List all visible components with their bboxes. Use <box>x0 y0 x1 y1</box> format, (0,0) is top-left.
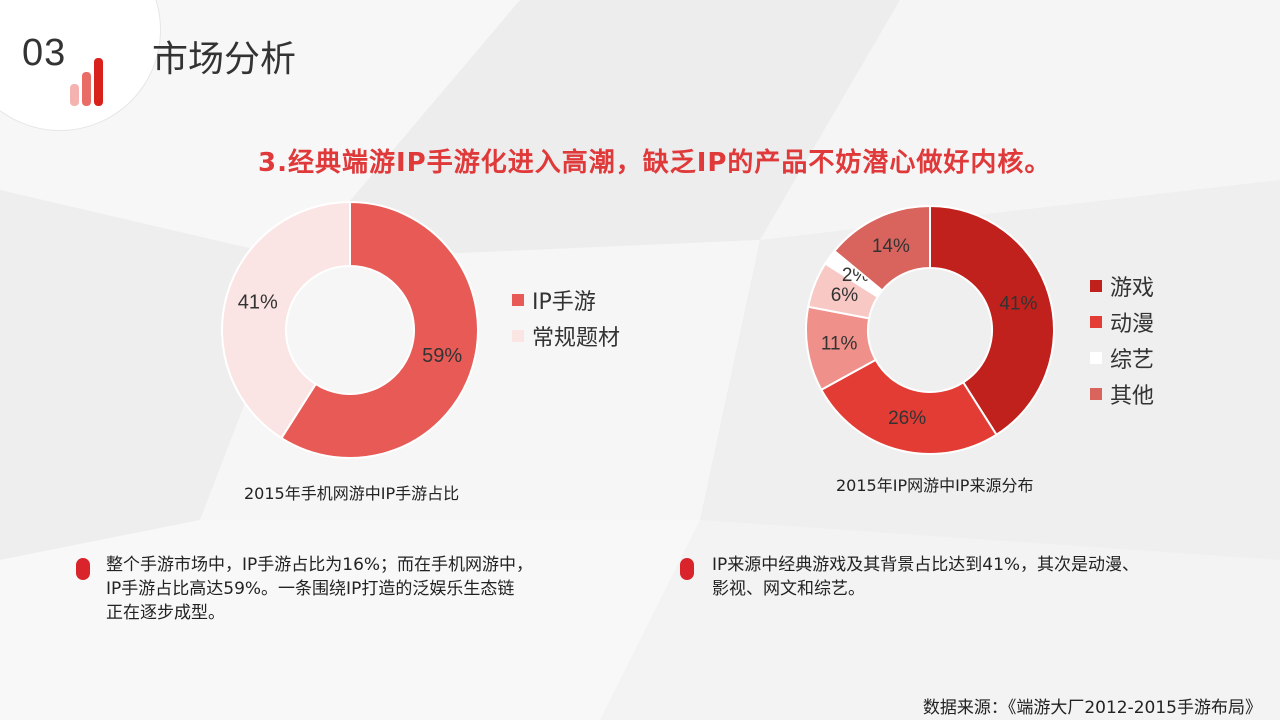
section-number: 03 <box>22 32 67 74</box>
legend-item-regular: 常规题材 <box>512 318 620 354</box>
legend-item-anime: 动漫 <box>1090 304 1154 340</box>
bullet-line: 正在逐步成型。 <box>106 603 225 623</box>
slice-label: 41% <box>238 291 278 313</box>
legend-item-other: 其他 <box>1090 376 1154 412</box>
legend-swatch <box>1090 280 1102 292</box>
legend-item-ip-games: IP手游 <box>512 282 620 318</box>
bullet-text-1: 整个手游市场中，IP手游占比为16%；而在手机网游中， IP手游占比高达59%。… <box>106 553 533 625</box>
bullet-line: 整个手游市场中，IP手游占比为16%；而在手机网游中， <box>106 555 534 575</box>
bullet-marker <box>76 558 90 580</box>
data-source: 数据来源：《端游大厂2012-2015手游布局》 <box>922 698 1262 718</box>
legend-item-variety: 综艺 <box>1090 340 1154 376</box>
slice-label: 59% <box>422 345 462 367</box>
donut-slice <box>819 358 998 455</box>
donut-slice <box>833 205 931 292</box>
bullet-line: IP手游占比高达59%。一条围绕IP打造的泛娱乐生态链 <box>106 579 515 599</box>
legend-label: 其他 <box>1110 384 1155 409</box>
legend-swatch <box>1090 388 1102 400</box>
ip-source-donut-chart: 41%26%11%6%2%14% <box>805 205 1055 455</box>
slice-label: 26% <box>888 408 926 429</box>
slice-label: 41% <box>999 293 1037 314</box>
donut-slice <box>929 205 1055 437</box>
legend-label: 综艺 <box>1110 348 1155 373</box>
page-title: 市场分析 <box>152 39 297 80</box>
chart1-caption: 2015年手机网游中IP手游占比 <box>244 484 460 503</box>
legend-label: 游戏 <box>1110 276 1155 301</box>
bullet-line: IP来源中经典游戏及其背景占比达到41%，其次是动漫、 <box>712 555 1140 575</box>
bullet-text-2: IP来源中经典游戏及其背景占比达到41%，其次是动漫、 影视、网文和综艺。 <box>712 553 1139 601</box>
donut-slice <box>280 200 479 459</box>
chart2-caption: 2015年IP网游中IP来源分布 <box>836 476 1034 495</box>
bar-chart-icon <box>70 58 103 106</box>
chart2-legend: 游戏 动漫 综艺 其他 <box>1090 268 1154 412</box>
slide-subtitle: 3.经典端游IP手游化进入高潮，缺乏IP的产品不妨潜心做好内核。 <box>258 148 1052 178</box>
legend-label: IP手游 <box>532 290 596 315</box>
bullet-line: 影视、网文和综艺。 <box>712 579 865 599</box>
legend-label: 常规题材 <box>532 326 621 351</box>
donut-slice <box>221 200 351 440</box>
slice-label: 11% <box>821 333 858 354</box>
legend-swatch <box>1090 316 1102 328</box>
legend-item-games: 游戏 <box>1090 268 1154 304</box>
legend-label: 动漫 <box>1110 312 1155 337</box>
slice-label: 14% <box>872 236 910 257</box>
chart1-legend: IP手游 常规题材 <box>512 282 620 354</box>
legend-swatch <box>512 294 524 306</box>
legend-swatch <box>512 330 524 342</box>
bullet-marker <box>680 558 694 580</box>
legend-swatch <box>1090 352 1102 364</box>
slice-label: 6% <box>831 285 859 306</box>
ip-share-donut-chart: 59% 41% <box>221 200 479 459</box>
